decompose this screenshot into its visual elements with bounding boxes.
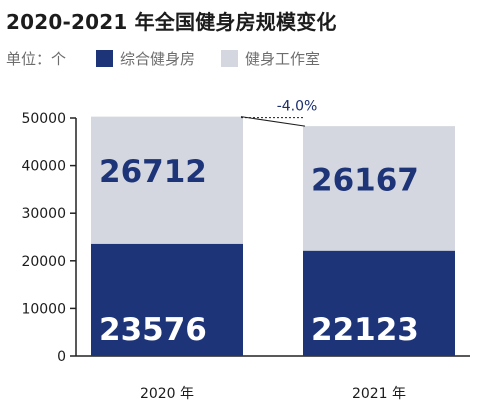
- bar-value-label: 22123: [311, 312, 419, 348]
- y-tick-label: 40000: [21, 159, 66, 175]
- y-tick-label: 30000: [21, 206, 66, 222]
- unit-label: 单位：个: [6, 49, 67, 68]
- x-category-label: 2020 年: [140, 386, 194, 402]
- bar-value-label: 26167: [311, 162, 419, 198]
- change-annotation-label: -4.0%: [277, 99, 318, 115]
- change-connector-line: [240, 116, 306, 127]
- legend-swatch-series-0: [96, 49, 114, 67]
- y-tick-label: 20000: [21, 254, 66, 270]
- chart-legend: 单位：个 综合健身房 健身工作室: [6, 46, 320, 70]
- legend-label-series-0: 综合健身房: [120, 49, 196, 68]
- bar-segment: [91, 243, 243, 356]
- legend-entry-series-1: 健身工作室: [221, 48, 320, 69]
- bar-segment: [303, 126, 455, 251]
- bar-segment: [91, 116, 243, 244]
- y-tick-label: 10000: [21, 301, 66, 317]
- legend-swatch-series-1: [221, 49, 239, 67]
- bar-segment: [303, 250, 455, 356]
- legend-label-series-1: 健身工作室: [245, 49, 321, 68]
- y-tick-label: 50000: [21, 111, 66, 127]
- chart-title: 2020-2021 年全国健身房规模变化: [6, 10, 337, 34]
- y-tick-label: 0: [57, 349, 66, 365]
- bar-value-label: 26712: [99, 154, 207, 190]
- bar-value-label: 23576: [99, 312, 207, 348]
- x-category-label: 2021 年: [352, 386, 406, 402]
- legend-entry-series-0: 综合健身房: [96, 48, 195, 69]
